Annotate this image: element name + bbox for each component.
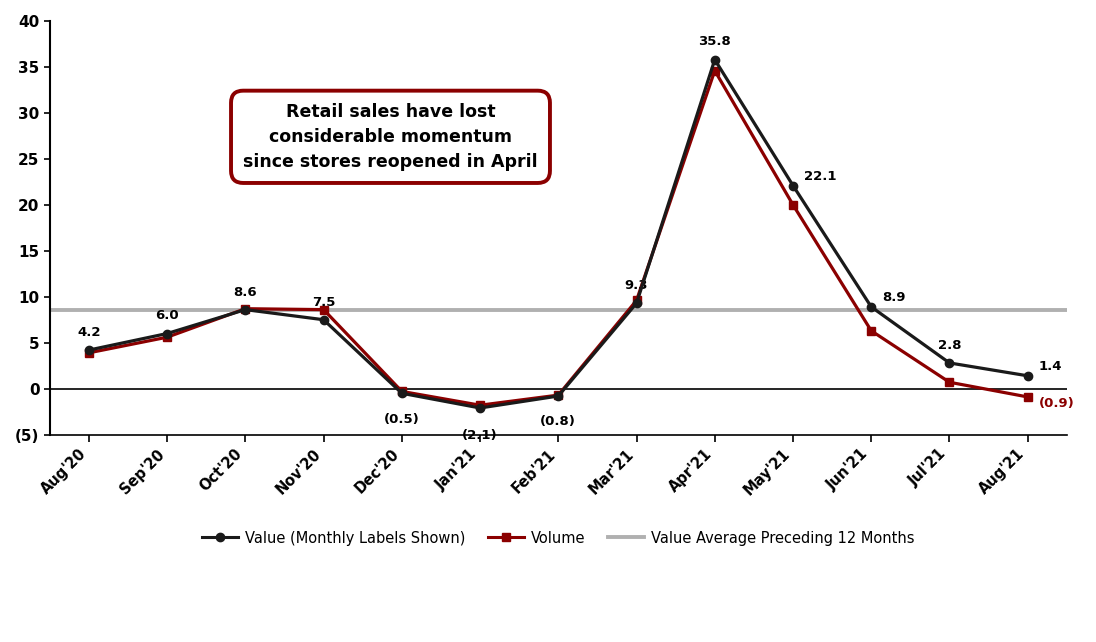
Text: 9.3: 9.3 [625,279,648,292]
Text: 22.1: 22.1 [804,169,836,183]
Text: (0.9): (0.9) [1039,397,1074,410]
Text: 6.0: 6.0 [156,309,179,322]
Text: 2.8: 2.8 [938,339,961,352]
Text: 8.9: 8.9 [882,291,905,304]
Text: (0.8): (0.8) [540,415,576,428]
Text: 1.4: 1.4 [1039,360,1062,373]
Text: 35.8: 35.8 [698,35,731,49]
Text: (0.5): (0.5) [384,413,420,426]
Text: 8.6: 8.6 [233,286,258,299]
Text: (2.1): (2.1) [463,429,498,442]
Text: Retail sales have lost
considerable momentum
since stores reopened in April: Retail sales have lost considerable mome… [243,103,538,171]
Text: 7.5: 7.5 [312,295,335,309]
Legend: Value (Monthly Labels Shown), Volume, Value Average Preceding 12 Months: Value (Monthly Labels Shown), Volume, Va… [196,525,921,551]
Text: 4.2: 4.2 [77,326,101,339]
